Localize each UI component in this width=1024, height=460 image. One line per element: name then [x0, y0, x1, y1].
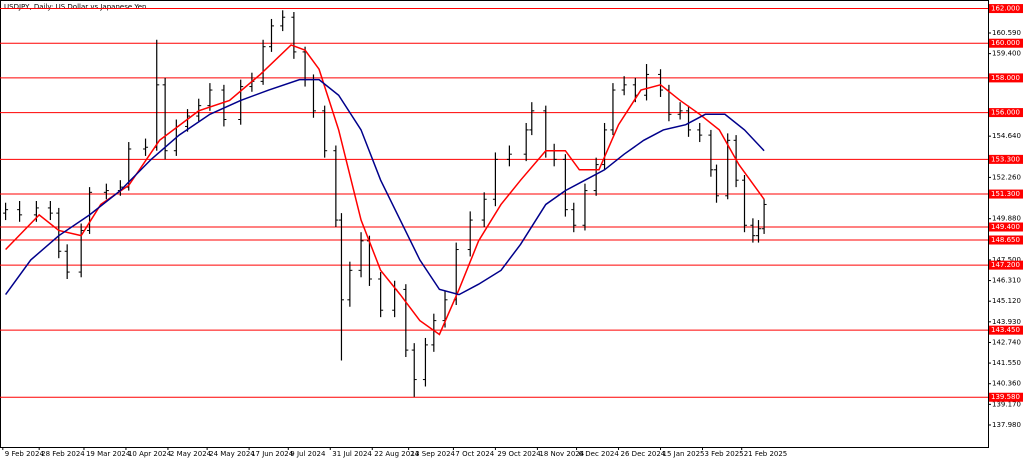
x-tick-label: 18 Nov 2024 [539, 450, 584, 458]
y-tick-label: 143.930 [992, 318, 1021, 326]
y-tick-label: 154.640 [992, 132, 1021, 140]
x-tick-label: 31 Jul 2024 [332, 450, 372, 458]
level-label: 156.000 [991, 109, 1020, 117]
x-tick-label: 21 Feb 2025 [744, 450, 788, 458]
x-tick-label: 29 Oct 2024 [497, 450, 541, 458]
y-tick-label: 145.120 [992, 297, 1021, 305]
level-label: 143.450 [991, 326, 1020, 334]
y-tick-label: 137.980 [992, 421, 1021, 429]
x-tick-label: 13 Sep 2024 [411, 450, 456, 458]
level-label-box [989, 222, 1023, 232]
level-label-box [989, 154, 1023, 164]
level-label-box [989, 189, 1023, 199]
level-label: 139.580 [991, 393, 1020, 401]
y-tick-label: 146.310 [992, 277, 1021, 285]
y-tick-label: 160.590 [992, 29, 1021, 37]
y-tick-label: 140.360 [992, 380, 1021, 388]
y-tick-label: 152.260 [992, 173, 1021, 181]
x-tick-label: 26 Dec 2024 [621, 450, 666, 458]
y-tick-label: 149.880 [992, 215, 1021, 223]
y-tick-label: 139.170 [992, 400, 1021, 408]
level-label: 147.200 [991, 261, 1020, 269]
level-label-box [989, 73, 1023, 83]
level-label: 158.000 [991, 74, 1020, 82]
y-tick-label: 147.500 [992, 256, 1021, 264]
chart-title: USDJPY, Daily: US Dollar vs Japanese Yen [4, 3, 146, 11]
x-tick-label: 15 Jan 2025 [663, 450, 705, 458]
x-tick-label: 6 Dec 2024 [579, 450, 620, 458]
level-label-box [989, 38, 1023, 48]
level-label-box [989, 260, 1023, 270]
level-label-box [989, 392, 1023, 402]
moving-average [4, 78, 765, 296]
plot-frame [0, 0, 989, 448]
level-label: 149.400 [991, 223, 1020, 231]
level-label: 148.650 [991, 236, 1020, 244]
level-label-box [989, 325, 1023, 335]
y-tick-label: 159.400 [992, 50, 1021, 58]
x-tick-label: 28 Feb 2024 [41, 450, 85, 458]
level-label-box [989, 235, 1023, 245]
level-label: 162.000 [991, 5, 1020, 13]
x-tick-label: 9 Feb 2024 [5, 450, 45, 458]
x-tick-label: 3 Feb 2025 [705, 450, 744, 458]
level-label-box [989, 4, 1023, 14]
x-tick-label: 24 May 2024 [209, 450, 255, 458]
x-tick-label: 2 May 2024 [170, 450, 212, 458]
level-label: 153.300 [991, 155, 1020, 163]
x-tick-label: 22 Aug 2024 [374, 450, 419, 458]
y-tick-label: 141.550 [992, 359, 1021, 367]
x-tick-label: 10 Apr 2024 [128, 450, 172, 458]
x-tick-label: 17 Jun 2024 [251, 450, 294, 458]
x-tick-label: 7 Oct 2024 [455, 450, 494, 458]
level-label: 160.000 [991, 39, 1020, 47]
x-tick-label: 9 Jul 2024 [290, 450, 326, 458]
moving-average [5, 44, 765, 336]
level-label: 151.300 [991, 190, 1020, 198]
x-tick-label: 19 Mar 2024 [86, 450, 131, 458]
y-tick-label: 142.740 [992, 338, 1021, 346]
level-label-box [989, 108, 1023, 118]
